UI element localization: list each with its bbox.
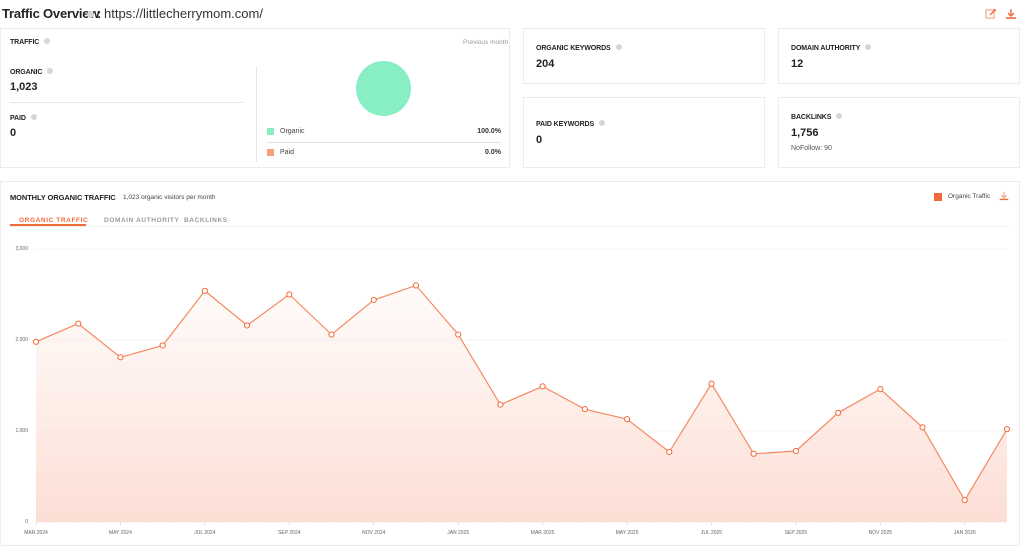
paid-keywords-label: PAID KEYWORDS [536,120,606,128]
download-icon[interactable] [1004,7,1018,21]
domain-authority-card: DOMAIN AUTHORITY 12 [778,28,1020,84]
data-point[interactable] [581,406,588,413]
x-tick: JUL 2025 [700,530,723,536]
data-point[interactable] [877,386,884,393]
data-point[interactable] [623,416,631,423]
period-label: Previous month [463,39,509,46]
download-icon[interactable] [998,190,1010,202]
info-icon[interactable] [87,11,94,18]
legend-percent: 0.0% [485,149,501,156]
info-icon[interactable] [599,120,606,126]
data-point[interactable] [201,287,208,294]
info-icon[interactable] [47,68,54,74]
data-point[interactable] [708,380,715,387]
data-point[interactable] [455,331,462,338]
tab-domain-authority[interactable]: DOMAIN AUTHORITY [104,217,180,224]
y-tick: 3,000 [15,246,28,252]
data-point[interactable] [370,296,377,304]
paid-swatch [267,149,274,156]
data-point[interactable] [75,320,82,327]
x-tick: MAR 2025 [530,530,555,536]
data-point[interactable] [539,383,546,390]
divider [10,226,1010,227]
legend-item-paid: Paid 0.0% [267,147,501,161]
paid-keywords-card: PAID KEYWORDS 0 [523,97,765,168]
traffic-pie-chart[interactable] [356,61,411,116]
x-tick: SEP 2024 [278,530,301,536]
page-title: Traffic Overview [2,6,100,21]
x-tick: MAR 2024 [24,530,48,536]
x-tick: MAY 2024 [108,530,132,536]
chart-legend-label[interactable]: Organic Traffic [948,193,991,200]
paid-keywords-value: 0 [536,134,543,146]
data-point[interactable] [412,282,420,289]
monthly-subtitle: 1,023 organic visitors per month [123,194,216,201]
data-point[interactable] [961,497,968,504]
legend-percent: 100.0% [477,128,501,135]
divider [10,102,244,103]
data-point[interactable] [792,447,800,455]
info-icon[interactable] [865,44,872,50]
data-point[interactable] [328,331,335,338]
legend-name: Organic [280,128,305,135]
nofollow-count: NoFollow: 90 [791,145,832,152]
paid-traffic-value: 0 [10,127,17,139]
tab-organic-traffic[interactable]: ORGANIC TRAFFIC [19,217,89,224]
x-tick: NOV 2025 [868,530,893,536]
divider [267,142,501,143]
data-point[interactable] [835,409,842,416]
organic-label: ORGANIC [10,68,54,76]
data-point[interactable] [243,322,251,329]
data-point[interactable] [497,401,504,408]
legend-name: Paid [280,149,295,156]
monthly-title: MONTHLY ORGANIC TRAFFIC [10,193,116,202]
traffic-label: TRAFFIC [10,38,51,46]
legend-item-organic: Organic 100.0% [267,126,501,140]
x-tick: JUL 2024 [194,530,216,536]
paid-label: PAID [10,114,37,122]
y-tick: 1,000 [15,428,28,434]
organic-keywords-card: ORGANIC KEYWORDS 204 [523,28,765,84]
legend-swatch [934,193,942,201]
info-icon[interactable] [44,38,51,44]
edit-icon[interactable] [984,7,998,21]
info-icon[interactable] [836,113,843,119]
x-tick: SEP 2025 [784,530,808,536]
divider [256,66,257,162]
domain-authority-label: DOMAIN AUTHORITY [791,44,872,52]
data-point[interactable] [159,342,166,349]
x-tick: JAN 2025 [447,530,470,536]
organic-keywords-value: 204 [536,58,555,70]
organic-traffic-area-chart[interactable] [0,240,1024,530]
backlinks-card: BACKLINKS 1,756 NoFollow: 90 [778,97,1020,168]
tab-backlinks[interactable]: BACKLINKS [184,217,228,224]
page-header: Traffic Overview : https://littlecherrym… [0,0,1024,28]
data-point[interactable] [32,338,40,345]
active-tab-indicator [10,224,86,226]
organic-swatch [267,128,274,135]
data-point[interactable] [286,291,293,298]
domain-url: https://littlecherrymom.com/ [104,6,263,21]
domain-authority-value: 12 [791,58,804,70]
data-point[interactable] [750,450,757,457]
organic-keywords-label: ORGANIC KEYWORDS [536,44,622,52]
y-tick: 0 [25,519,28,525]
x-tick: MAY 2025 [615,530,639,536]
backlinks-label: BACKLINKS [791,113,843,121]
data-point[interactable] [117,354,124,361]
y-tick: 2,000 [15,337,28,343]
x-tick: JAN 2026 [953,530,976,536]
info-icon[interactable] [30,114,37,120]
backlinks-value: 1,756 [791,127,819,139]
traffic-card [0,28,510,168]
organic-traffic-value: 1,023 [10,81,38,93]
data-point[interactable] [666,448,673,456]
data-point[interactable] [919,424,926,431]
info-icon[interactable] [615,44,622,50]
data-point[interactable] [1003,426,1011,433]
title-separator: : [97,6,102,21]
x-tick: NOV 2024 [362,530,386,536]
